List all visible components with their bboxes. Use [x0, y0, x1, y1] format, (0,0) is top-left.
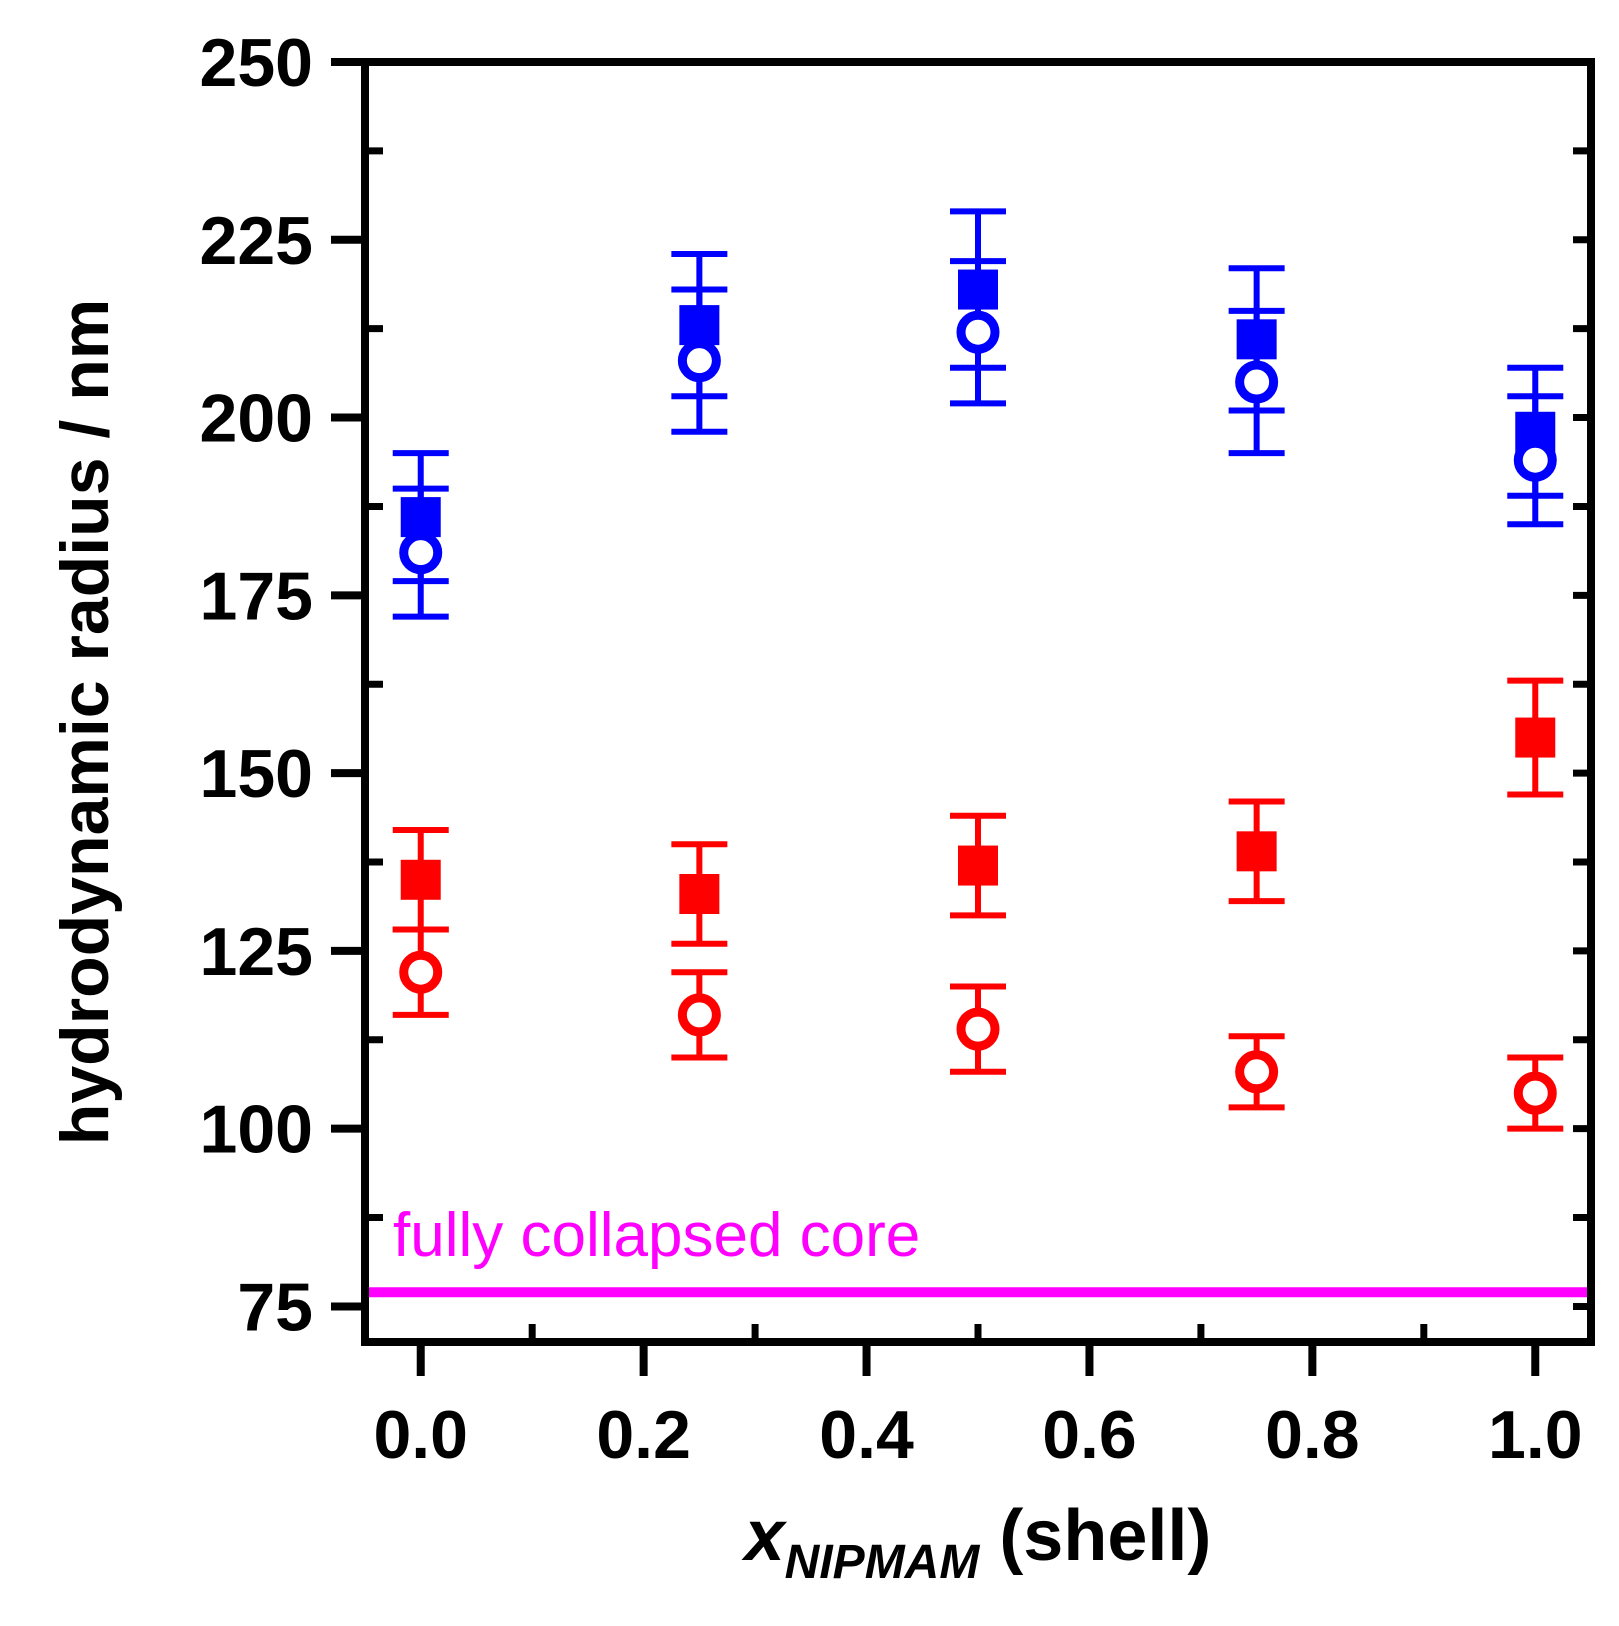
y-tick-label: 175 — [200, 558, 313, 634]
data-point-square — [958, 845, 998, 886]
x-tick-label: 0.0 — [373, 1397, 468, 1473]
data-point-square — [1515, 717, 1556, 758]
y-tick-label: 200 — [200, 381, 313, 457]
data-point-square — [1236, 831, 1277, 872]
series-1 — [392, 258, 1564, 620]
y-tick-label: 125 — [200, 914, 313, 990]
series-2 — [392, 677, 1564, 947]
x-tick-label: 0.6 — [1042, 1397, 1137, 1473]
data-point-square — [679, 874, 720, 914]
x-axis-title: xNIPMAM (shell) — [741, 1496, 1212, 1589]
y-tick-label: 225 — [200, 203, 313, 279]
y-tick-label: 150 — [200, 736, 313, 812]
data-point-circle — [956, 1007, 1000, 1051]
data-point-circle — [677, 993, 721, 1037]
data-point-circle — [677, 339, 721, 383]
y-tick-label: 75 — [237, 1269, 313, 1345]
x-axis-title-symbol: x — [741, 1496, 788, 1576]
x-tick-label: 0.4 — [819, 1397, 914, 1473]
axis-ticks: 75 100 125 150 175 200 225 250 0.0 0.2 0.4 0.6 0.8 1.… — [200, 25, 1591, 1473]
data-point-circle — [1235, 360, 1279, 404]
data-point-circle — [1513, 1071, 1557, 1115]
x-axis-title-suffix: (shell) — [999, 1496, 1211, 1576]
data-point-circle — [956, 310, 1000, 354]
data-point-circle — [399, 531, 443, 575]
data-point-circle — [1513, 438, 1557, 482]
reference-line-label: fully collapsed core — [393, 1201, 920, 1270]
series-layer — [392, 208, 1564, 1132]
y-axis-title: hydrodynamic radius / nm — [47, 299, 123, 1145]
data-point-square — [400, 859, 441, 900]
x-tick-label: 0.2 — [596, 1397, 691, 1473]
x-tick-label: 1.0 — [1488, 1397, 1583, 1473]
y-tick-label: 250 — [200, 25, 313, 101]
x-tick-label: 0.8 — [1265, 1397, 1360, 1473]
data-point-circle — [1235, 1050, 1279, 1094]
y-tick-label: 100 — [200, 1092, 313, 1168]
x-axis-title-subscript: NIPMAM — [785, 1536, 981, 1589]
data-point-circle — [399, 950, 443, 994]
series-3 — [392, 926, 1564, 1132]
